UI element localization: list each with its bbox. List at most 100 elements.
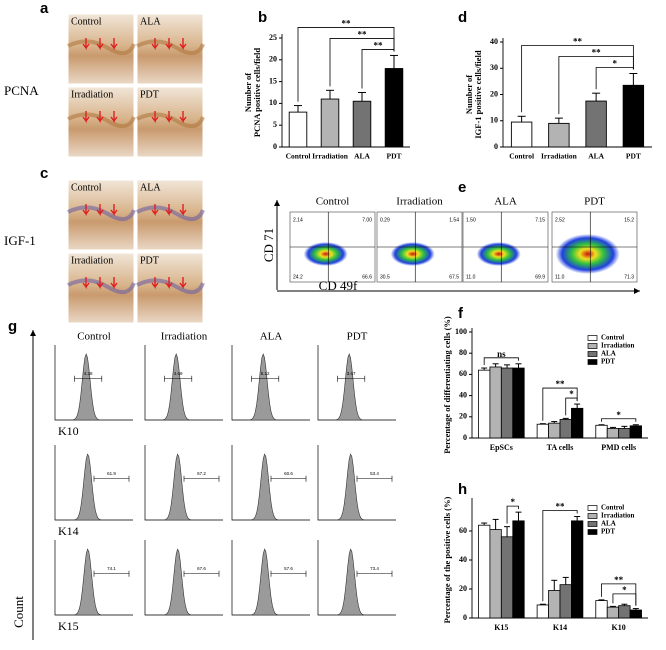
x-tick-label: ALA [588, 152, 604, 161]
quadrant-value: 24.2 [293, 274, 303, 280]
x-tick-label: EpSCs [490, 443, 513, 452]
significance-label: ** [556, 502, 566, 512]
gate [74, 375, 103, 382]
red-arrow [179, 111, 187, 124]
histogram [318, 353, 396, 421]
bar [548, 122, 570, 148]
bar [585, 100, 607, 148]
bar [478, 369, 491, 439]
quadrant-value: 7.00 [362, 217, 372, 223]
quadrant-value: 69.9 [535, 274, 545, 280]
legend-label: Irradiation [601, 512, 635, 520]
gate-value: 4.69 [174, 371, 183, 376]
red-arrow [179, 38, 187, 51]
panel-label: c [40, 165, 48, 182]
tissue-layer [67, 39, 136, 56]
significance-label: * [613, 59, 618, 69]
significance-label: ** [374, 41, 384, 51]
gate [270, 475, 307, 482]
y-tick-label: 30 [490, 63, 498, 72]
tile-label: PDT [140, 89, 159, 100]
tissue-layer [67, 278, 136, 295]
gate-value: 4.28 [84, 371, 93, 376]
bar [595, 424, 608, 439]
tissue-layer [67, 205, 136, 222]
quadrant-value: 1.54 [449, 217, 459, 223]
red-arrow [82, 38, 90, 51]
tile-title: Control [316, 196, 350, 208]
legend-swatch [587, 343, 598, 349]
red-arrow [110, 277, 118, 290]
column-title: Control [77, 331, 111, 343]
x-tick-label: Control [286, 152, 311, 161]
column-title: Irradiation [161, 331, 208, 343]
bar [629, 609, 642, 619]
bar [548, 422, 561, 439]
micrograph [136, 252, 204, 324]
bar [320, 98, 340, 148]
significance-label: ** [573, 37, 583, 47]
panel-label: g [8, 318, 17, 335]
red-arrow [179, 204, 187, 217]
row-label: K14 [58, 524, 79, 538]
legend-swatch [587, 359, 598, 365]
x-tick-label: Irradiation [312, 152, 349, 161]
bar [548, 590, 561, 619]
bar [478, 524, 491, 619]
micrograph [67, 86, 135, 158]
histogram [318, 548, 396, 616]
density [390, 242, 435, 266]
hist-axes [144, 345, 223, 421]
histogram [145, 453, 223, 521]
gate-value: 60.6 [284, 471, 293, 476]
legend-swatch [587, 529, 598, 535]
y-tick-label: 15 [269, 76, 277, 85]
panel-label: b [258, 9, 267, 26]
gate [337, 375, 366, 382]
y-tick-label: 5 [273, 120, 277, 129]
y-tick-label: 10 [269, 98, 277, 107]
row-label: PCNA [4, 83, 39, 98]
y-tick-label: 10 [490, 116, 498, 125]
quadrant-value: 7.15 [535, 217, 545, 223]
tile-label: Irradiation [71, 255, 113, 266]
y-tick-label: 0 [463, 613, 467, 622]
x-tick-label: Irradiation [541, 152, 578, 161]
red-arrow [82, 204, 90, 217]
quadrant-value: 2.14 [293, 217, 303, 223]
bar [559, 419, 572, 439]
y-axis-label: Number of [243, 73, 253, 112]
significance-label: * [511, 497, 516, 507]
legend-swatch [587, 505, 598, 511]
x-tick-label: PDT [626, 152, 641, 161]
x-tick-label: ALA [354, 152, 370, 161]
gate [164, 375, 193, 382]
y-tick-label: 0 [273, 142, 277, 151]
histogram [145, 548, 223, 616]
gate [93, 475, 130, 482]
bar [510, 121, 533, 148]
gate [183, 475, 220, 482]
y-tick-label: 100 [455, 327, 467, 336]
red-arrow [179, 277, 187, 290]
legend-label: ALA [601, 520, 616, 528]
y-tick-label: 25 [269, 33, 277, 42]
y-tick-label: 0 [494, 142, 498, 151]
micrograph [67, 13, 135, 85]
bar [536, 423, 549, 439]
histogram [232, 548, 310, 616]
gate-value: 73.4 [370, 566, 379, 571]
bar [606, 606, 620, 619]
histogram [55, 353, 133, 421]
red-arrow [96, 111, 104, 124]
gate [356, 570, 393, 577]
quadrant-value: 15.2 [624, 217, 634, 223]
x-tick-label: PMD cells [601, 443, 636, 452]
legend-label: Control [601, 334, 624, 342]
tile-label: PDT [140, 255, 159, 266]
red-arrow [82, 277, 90, 290]
histogram [55, 548, 133, 616]
y-tick-label: 20 [459, 412, 467, 421]
bar [622, 84, 645, 148]
